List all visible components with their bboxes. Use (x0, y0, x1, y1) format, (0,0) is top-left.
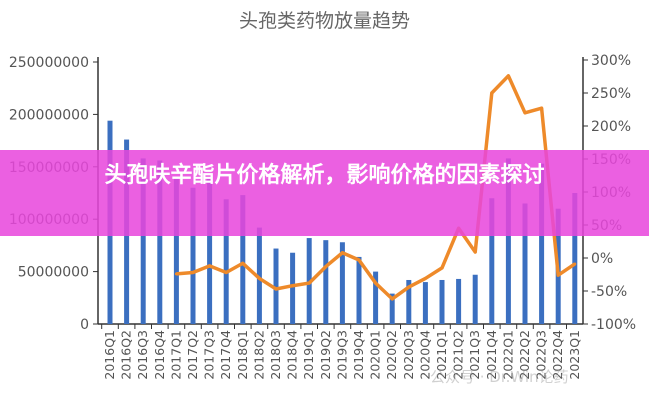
growth-point-2019Q4 (357, 258, 361, 262)
growth-point-2017Q1 (174, 272, 178, 276)
left-tick-label: 0 (80, 317, 89, 333)
growth-point-2017Q3 (208, 264, 212, 268)
bar-2016Q4 (157, 160, 163, 324)
bar-2020Q2 (389, 293, 395, 324)
x-tick-label: 2016Q3 (135, 330, 150, 380)
growth-point-2018Q4 (291, 284, 295, 288)
growth-point-2017Q2 (191, 271, 195, 275)
bar-2020Q1 (373, 271, 379, 324)
x-tick-label: 2018Q1 (235, 330, 250, 380)
left-tick-label: 50000000 (18, 265, 89, 281)
watermark: 公众号 · Dr.Win论药 (430, 368, 569, 386)
x-tick-label: 2020Q1 (368, 330, 383, 380)
x-tick-label: 2016Q1 (102, 330, 117, 380)
growth-point-2019Q1 (307, 281, 311, 285)
bar-2017Q2 (190, 187, 196, 324)
article-title-banner: 头孢呋辛酯片价格解析，影响价格的因素探讨 (0, 150, 649, 236)
x-tick-label: 2020Q2 (384, 330, 399, 380)
article-title: 头孢呋辛酯片价格解析，影响价格的因素探讨 (104, 163, 545, 188)
bar-2019Q3 (339, 242, 345, 324)
bar-2017Q1 (173, 177, 179, 324)
x-tick-label: 2017Q1 (168, 330, 183, 380)
bar-2021Q3 (472, 274, 478, 324)
bar-2021Q1 (439, 279, 445, 324)
growth-point-2022Q3 (540, 106, 544, 110)
x-tick-label: 2021Q3 (467, 330, 482, 380)
growth-point-2020Q3 (407, 285, 411, 289)
growth-point-2021Q1 (440, 266, 444, 270)
bar-2016Q3 (140, 158, 146, 324)
bar-2018Q2 (256, 227, 262, 324)
x-tick-label: 2022Q1 (500, 330, 515, 380)
growth-point-2021Q3 (473, 250, 477, 254)
growth-point-2019Q2 (324, 265, 328, 269)
x-tick-label: 2019Q2 (318, 330, 333, 380)
right-tick-label: -50% (591, 284, 627, 300)
growth-point-2020Q1 (374, 281, 378, 285)
x-tick-label: 2020Q3 (401, 330, 416, 380)
x-tick-label: 2017Q2 (185, 330, 200, 380)
growth-point-2018Q3 (274, 287, 278, 291)
right-tick-label: 250% (591, 86, 631, 102)
x-tick-label: 2019Q1 (301, 330, 316, 380)
left-tick-label: 250000000 (9, 55, 89, 71)
x-tick-label: 2021Q4 (484, 330, 499, 380)
bar-2017Q3 (207, 178, 213, 324)
x-tick-label: 2017Q3 (202, 330, 217, 380)
x-tick-label: 2018Q4 (285, 330, 300, 380)
growth-point-2022Q1 (506, 74, 510, 78)
bar-2019Q2 (323, 240, 329, 324)
x-tick-label: 2016Q2 (119, 330, 134, 380)
bar-2018Q4 (290, 252, 296, 324)
x-tick-label: 2017Q4 (218, 330, 233, 380)
bar-2020Q3 (406, 279, 412, 324)
bar-2022Q2 (522, 203, 528, 324)
growth-point-2022Q2 (523, 111, 527, 115)
x-tick-label: 2022Q3 (534, 330, 549, 380)
bar-2019Q4 (356, 256, 362, 324)
x-tick-label: 2023Q1 (567, 330, 582, 380)
bar-2023Q1 (572, 193, 578, 324)
bar-2018Q1 (240, 195, 246, 324)
bar-2018Q3 (273, 248, 279, 324)
bar-2021Q2 (456, 278, 462, 324)
left-tick-label: 200000000 (9, 107, 89, 123)
x-tick-label: 2020Q4 (417, 330, 432, 380)
growth-point-2017Q4 (224, 271, 228, 275)
right-tick-label: -100% (591, 317, 636, 333)
bar-2017Q4 (223, 199, 229, 324)
x-tick-label: 2022Q2 (517, 330, 532, 380)
x-tick-label: 2018Q2 (251, 330, 266, 380)
growth-point-2020Q2 (390, 297, 394, 301)
x-tick-label: 2022Q4 (550, 330, 565, 380)
growth-point-2022Q4 (556, 273, 560, 277)
growth-point-2018Q1 (241, 261, 245, 265)
x-tick-label: 2019Q3 (334, 330, 349, 380)
bar-2022Q1 (505, 158, 511, 324)
x-tick-label: 2021Q1 (434, 330, 449, 380)
x-tick-label: 2016Q4 (152, 330, 167, 380)
chart-title: 头孢类药物放量趋势 (238, 10, 410, 32)
x-tick-label: 2018Q3 (268, 330, 283, 380)
x-tick-label: 2021Q2 (451, 330, 466, 380)
growth-point-2021Q4 (490, 91, 494, 95)
right-tick-label: 300% (591, 53, 631, 69)
growth-point-2019Q3 (340, 251, 344, 255)
bar-2021Q4 (489, 198, 495, 324)
right-tick-label: 0% (591, 251, 613, 267)
right-tick-label: 200% (591, 119, 631, 135)
growth-point-2023Q1 (573, 262, 577, 266)
bar-2020Q4 (422, 282, 428, 324)
bar-2022Q3 (539, 163, 545, 324)
growth-point-2020Q4 (423, 276, 427, 280)
growth-point-2018Q2 (257, 276, 261, 280)
x-tick-label: 2019Q4 (351, 330, 366, 380)
